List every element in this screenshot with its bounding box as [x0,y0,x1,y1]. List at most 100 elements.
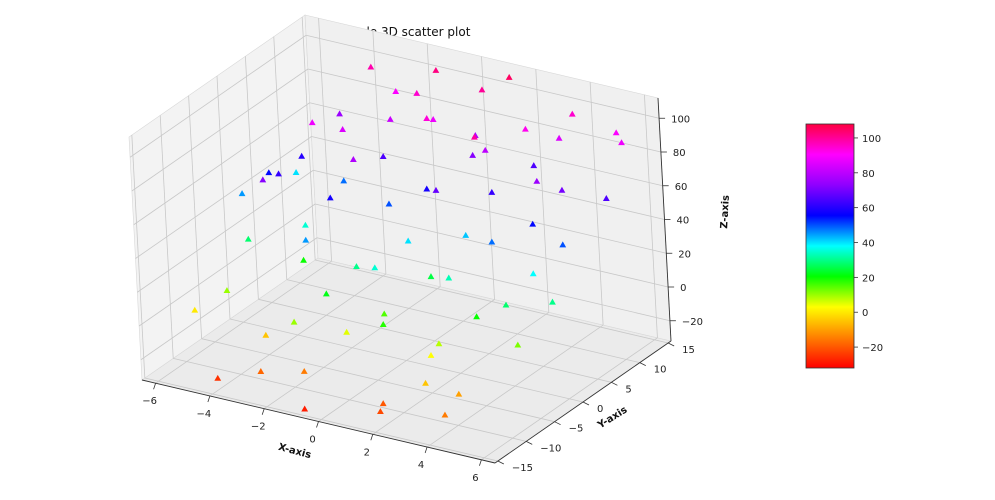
data-point [435,340,443,347]
grid-lines [129,16,671,462]
data-point [502,301,510,308]
colorbar-gradient [805,123,855,369]
data-point [423,115,431,121]
z-tick-label: 40 [677,216,690,227]
data-point [302,221,309,228]
data-point [343,328,351,335]
data-point [367,63,375,70]
data-point [302,236,310,243]
colorbar-tick-label: 100 [862,134,881,145]
data-point [612,129,620,136]
data-point [602,195,610,201]
data-point [521,125,529,132]
z-tick-label: −20 [682,317,703,328]
data-point [265,169,273,176]
data-point [441,411,449,418]
colorbar: −20 0 20 40 60 80 100 [805,123,883,369]
data-point [445,274,453,281]
data-point [300,256,307,263]
data-point [379,153,387,160]
y-tick-label: 15 [682,345,695,356]
data-point [429,115,437,122]
data-point [290,318,298,325]
data-point [478,86,486,93]
data-point [473,313,481,320]
data-point [413,89,421,96]
data-point [549,298,556,305]
data-point [392,88,400,94]
data-point [427,351,435,358]
colorbar-tick-label: 60 [862,204,875,215]
y-tick-label: −10 [540,443,561,454]
data-point [379,321,387,327]
z-axis-label: Z-axis [719,195,732,229]
data-point [371,264,379,271]
z-tick-label: 80 [673,148,686,159]
data-point [432,66,440,73]
x-tick-label: −4 [197,409,212,420]
z-tick-label: 0 [680,283,686,294]
data-point [488,188,496,195]
data-point [427,273,435,280]
data-point [262,331,270,338]
colorbar-tick-label: 20 [862,273,875,284]
data-point [462,231,470,238]
data-point [308,119,316,126]
y-tick-label: −15 [512,463,533,474]
colorbar-tick-label: −20 [862,343,883,354]
data-point [326,194,334,201]
data-point [488,238,496,245]
data-point [377,408,384,415]
data-point [471,133,478,140]
x-tick-label: 6 [472,473,478,484]
x-axis-label: X-axis [277,442,312,461]
data-point [340,177,348,184]
x-tick-label: −2 [251,422,266,433]
data-point [455,390,463,397]
data-point [432,186,440,193]
data-point [301,405,309,412]
data-point [618,139,625,146]
data-point [380,310,388,317]
data-point [559,241,567,248]
y-tick-label: 0 [597,404,603,415]
data-point [336,110,343,117]
data-point [530,162,538,169]
data-point [214,374,222,381]
x-tick-label: −6 [142,396,157,407]
x-tick-label: 4 [418,460,424,471]
data-point [514,341,522,348]
data-point [404,237,412,244]
data-point [385,200,393,207]
y-tick-label: 10 [654,365,667,376]
data-point [298,152,306,159]
data-point [558,186,566,193]
z-tick-label: 60 [675,182,688,193]
data-point [353,263,360,270]
x-tick-label: 2 [364,447,370,458]
data-point [339,126,347,132]
data-point [555,134,563,141]
data-point [238,190,246,197]
y-tick-label: 5 [625,384,631,395]
colorbar-tick-label: 80 [862,169,875,180]
data-point [275,170,282,177]
data-point [259,176,267,183]
data-point [322,290,330,297]
data-point [223,287,231,294]
x-tick-label: 0 [309,435,315,446]
data-point [244,235,252,242]
data-point [257,368,265,374]
data-point [379,400,387,407]
data-point [568,110,576,117]
data-point [386,115,394,122]
data-point [533,177,541,184]
colorbar-tick-label: 40 [862,239,875,250]
z-tick-label: 20 [678,249,691,260]
z-tick-label: 100 [671,114,690,125]
data-point [469,151,477,158]
data-point [529,220,537,227]
data-point [292,169,300,175]
